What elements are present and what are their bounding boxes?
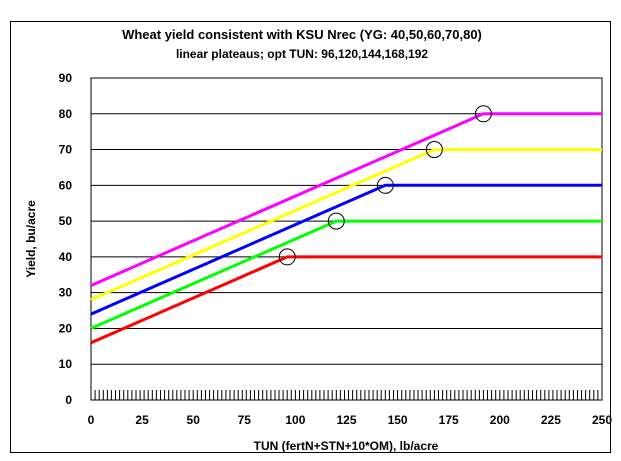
markers-group	[278, 105, 492, 266]
y-tick-label-7: 70	[59, 143, 73, 157]
optimum-marker-1	[327, 212, 345, 230]
x-tick-label-10: 250	[592, 413, 612, 427]
x-minor-ticks	[90, 390, 603, 400]
series-group	[90, 112, 602, 345]
x-tick-label-3: 75	[238, 413, 252, 427]
x-tick-label-9: 225	[541, 413, 561, 427]
series-line-1	[90, 219, 602, 330]
x-tick-labels: 0 25 50 75 100 125 150 175 200 225 250	[88, 413, 613, 427]
x-axis-label: TUN (fertN+STN+10*OM), lb/acre	[254, 439, 439, 453]
optimum-marker-4	[474, 105, 492, 123]
y-tick-labels: 0 10 20 30 40 50 60 70 80 90	[59, 71, 73, 407]
y-tick-label-6: 60	[59, 178, 73, 192]
x-tick-label-1: 25	[135, 413, 149, 427]
y-tick-label-5: 50	[59, 214, 73, 228]
y-tick-label-4: 40	[59, 250, 73, 264]
series-line-3	[90, 148, 602, 302]
optimum-marker-0	[278, 248, 296, 266]
x-tick-label-2: 50	[187, 413, 201, 427]
plot-area	[90, 77, 603, 401]
series-line-4	[90, 112, 602, 287]
chart-title: Wheat yield consistent with KSU Nrec (YG…	[122, 27, 482, 42]
series-line-0	[90, 255, 602, 345]
y-tick-label-3: 30	[59, 286, 73, 300]
y-axis-label: Yield, bu/acre	[24, 200, 38, 278]
y-tick-label-2: 20	[59, 321, 73, 335]
chart-subtitle: linear plateaus; opt TUN: 96,120,144,168…	[176, 47, 428, 61]
x-tick-label-7: 175	[439, 413, 459, 427]
x-tick-label-4: 100	[285, 413, 305, 427]
y-tick-label-0: 0	[65, 393, 72, 407]
y-tick-label-1: 10	[59, 357, 73, 371]
series-line-2	[90, 183, 602, 316]
x-tick-label-5: 125	[336, 413, 356, 427]
optimum-marker-3	[425, 141, 443, 159]
y-tick-label-8: 80	[59, 107, 73, 121]
x-tick-label-8: 200	[490, 413, 510, 427]
x-minor-tick-marks	[90, 390, 603, 400]
x-tick-label-0: 0	[88, 413, 95, 427]
x-tick-label-6: 150	[388, 413, 408, 427]
optimum-marker-2	[376, 176, 394, 194]
y-tick-label-9: 90	[59, 71, 73, 85]
